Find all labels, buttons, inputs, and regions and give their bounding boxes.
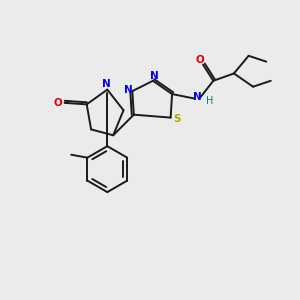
Text: N: N	[150, 71, 159, 81]
Text: N: N	[193, 92, 202, 102]
Text: O: O	[195, 55, 204, 65]
Text: S: S	[173, 114, 181, 124]
Text: N: N	[102, 79, 111, 89]
Text: H: H	[206, 96, 213, 106]
Text: N: N	[124, 85, 133, 94]
Text: O: O	[54, 98, 62, 108]
